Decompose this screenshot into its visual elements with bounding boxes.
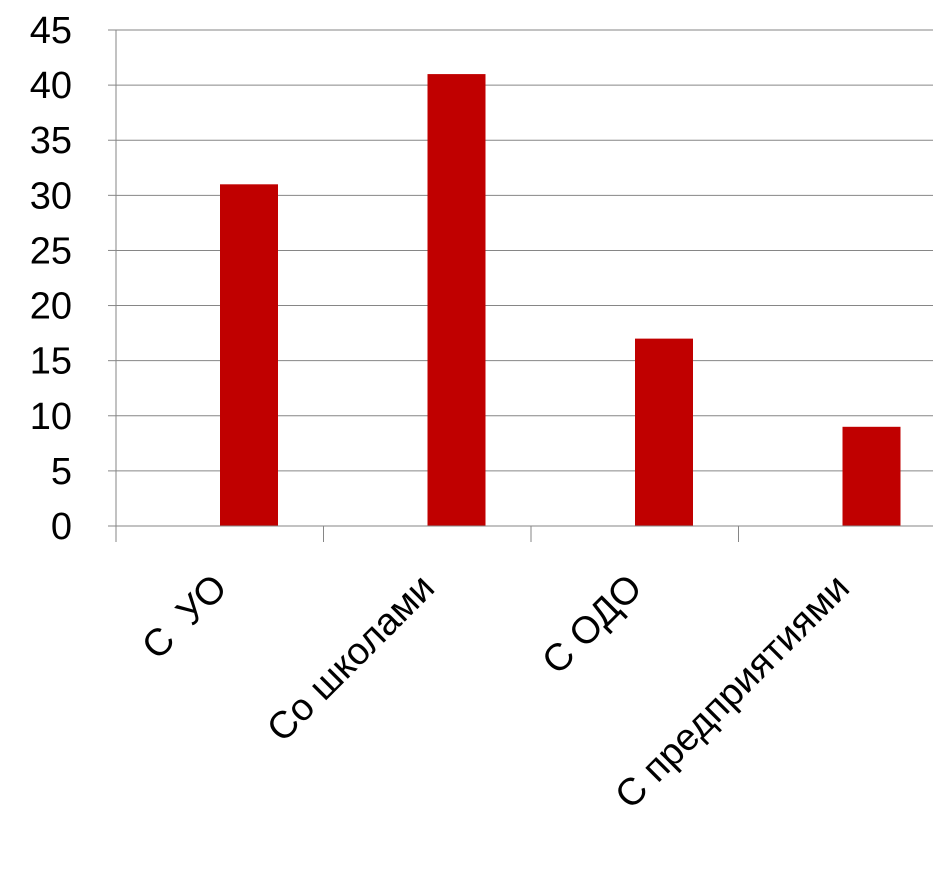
- y-tick-label: 0: [51, 506, 72, 548]
- y-tick-label: 35: [30, 120, 72, 162]
- bar: [220, 184, 278, 527]
- y-tick-label: 30: [30, 175, 72, 217]
- y-tick-label: 20: [30, 286, 72, 328]
- axes: [108, 29, 933, 542]
- y-tick-label: 10: [30, 396, 72, 438]
- y-tick-labels: 0 5 10 15 20 25 30 35 40 45: [30, 10, 72, 548]
- y-tick-label: 45: [30, 10, 72, 52]
- x-category-label: С ОДО: [534, 567, 650, 683]
- x-category-label: С предприятиями: [607, 567, 858, 818]
- y-tick-label: 25: [30, 230, 72, 272]
- bar: [635, 338, 693, 526]
- bar: [427, 74, 486, 526]
- bar: [842, 426, 901, 526]
- y-tick-label: 15: [30, 341, 72, 383]
- y-tick-label: 5: [51, 451, 72, 493]
- x-category-label: С УО: [134, 567, 235, 668]
- bars: [220, 74, 901, 527]
- x-category-label: Со школами: [259, 567, 443, 751]
- y-tick-label: 40: [30, 65, 72, 107]
